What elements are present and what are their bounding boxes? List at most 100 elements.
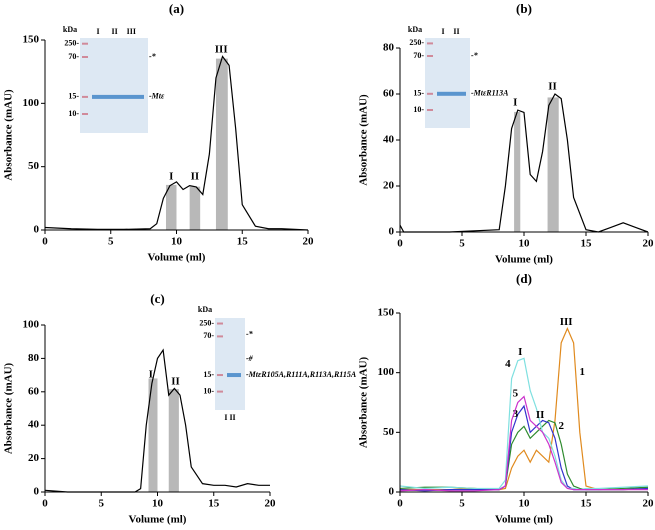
gel-marker: 70- <box>68 52 79 61</box>
y-tick-label: 80 <box>28 352 40 364</box>
gel-image <box>80 38 148 133</box>
gel-lane: III <box>127 27 136 36</box>
fraction-band <box>547 97 559 232</box>
gel-marker: 10- <box>68 109 79 118</box>
gel-marker: 70- <box>203 331 214 340</box>
gel-lane: I II <box>224 413 235 422</box>
marker-band <box>217 322 223 325</box>
x-tick-label: 5 <box>99 498 105 510</box>
x-axis-label: Volume (ml) <box>148 252 206 264</box>
fraction-band <box>148 378 158 492</box>
x-tick-label: 0 <box>397 498 403 510</box>
y-axis-label: Absorbance (mAU) <box>3 362 15 454</box>
y-tick-label: 50 <box>28 160 40 172</box>
trace <box>399 395 648 492</box>
y-tick-label: 60 <box>28 385 40 397</box>
chart-title: (d) <box>516 271 532 286</box>
y-tick-label: 50 <box>383 426 395 438</box>
series-label: 4 <box>505 358 511 370</box>
x-axis-label: Volume (ml) <box>129 514 187 526</box>
y-tick-label: 100 <box>23 97 40 109</box>
gel-band-label: -* <box>149 52 157 61</box>
x-tick-label: 5 <box>108 236 114 248</box>
x-tick-label: 10 <box>519 498 531 510</box>
y-tick-label: 150 <box>23 34 40 46</box>
y-axis-label: Absorbance (mAU) <box>358 94 370 186</box>
protein-band <box>227 373 241 378</box>
x-tick-label: 15 <box>581 238 593 250</box>
marker-band <box>82 113 88 115</box>
marker-band <box>82 56 88 58</box>
gel-unit: kDa <box>408 25 422 34</box>
fraction-band <box>168 389 179 492</box>
marker-band <box>427 109 433 111</box>
series-label: 3 <box>513 408 519 420</box>
series-label: 5 <box>513 388 519 400</box>
marker-band <box>217 390 223 393</box>
gel-band-label: -* <box>246 329 254 338</box>
y-tick-label: 0 <box>34 224 40 236</box>
x-tick-label: 10 <box>152 498 164 510</box>
x-tick-label: 20 <box>303 236 315 248</box>
x-tick-label: 15 <box>237 236 249 248</box>
y-tick-label: 0 <box>34 486 40 498</box>
protein-band <box>437 91 466 96</box>
y-axis-label: Absorbance (mAU) <box>3 89 15 181</box>
y-tick-label: 80 <box>383 42 395 54</box>
x-tick-label: 0 <box>42 498 48 510</box>
trace <box>399 419 649 491</box>
x-tick-label: 0 <box>42 236 48 248</box>
trace <box>399 404 649 492</box>
gel-marker: 10- <box>203 386 214 395</box>
marker-band <box>217 374 223 377</box>
gel-band-label: -* <box>471 51 479 60</box>
y-tick-label: 40 <box>383 134 395 146</box>
gel-band-label: -MtεR105A,R111A,R113A,R115A <box>246 370 357 379</box>
gel-marker: 70- <box>413 51 424 60</box>
x-axis-label: Volume (ml) <box>495 514 553 526</box>
gel-lane: II <box>112 27 118 36</box>
peak-label: II <box>171 375 180 387</box>
y-tick-label: 40 <box>28 419 40 431</box>
chart-title: (b) <box>516 1 532 16</box>
y-tick-label: 60 <box>383 88 395 100</box>
y-tick-label: 0 <box>389 486 395 498</box>
marker-band <box>217 335 223 338</box>
peak-label: II <box>548 81 557 93</box>
peak-label: I <box>513 97 517 109</box>
chart-title: (a) <box>169 1 184 16</box>
gel-marker: 250- <box>409 38 424 47</box>
gel-unit: kDa <box>63 25 77 34</box>
marker-band <box>427 42 433 45</box>
marker-band <box>427 92 433 95</box>
gel-marker: 15- <box>203 370 214 379</box>
x-tick-label: 20 <box>643 498 655 510</box>
peak-label: III <box>215 44 228 56</box>
y-tick-label: 20 <box>28 452 40 464</box>
y-tick-label: 100 <box>378 366 395 378</box>
trace <box>44 348 270 493</box>
x-tick-label: 20 <box>643 238 655 250</box>
gel-band-label: -Mtε <box>149 92 165 101</box>
gel-image <box>215 318 245 410</box>
peak-label: I <box>518 346 522 358</box>
fraction-band <box>514 111 521 232</box>
marker-band <box>82 95 88 98</box>
trace <box>399 93 649 233</box>
gel-image <box>425 38 470 128</box>
gel-lane: II <box>453 27 459 36</box>
gel-marker: 15- <box>413 89 424 98</box>
y-tick-label: 0 <box>389 226 395 238</box>
fraction-band <box>165 184 177 230</box>
x-tick-label: 5 <box>459 498 465 510</box>
x-tick-label: 10 <box>171 236 183 248</box>
trace <box>400 327 649 491</box>
series-label: 2 <box>558 420 564 432</box>
chart-title: (c) <box>150 291 164 306</box>
fraction-band <box>189 186 201 230</box>
x-tick-label: 15 <box>581 498 593 510</box>
gel-marker: 250- <box>64 39 79 48</box>
peak-label: II <box>536 409 545 421</box>
gel-marker: 15- <box>68 92 79 101</box>
